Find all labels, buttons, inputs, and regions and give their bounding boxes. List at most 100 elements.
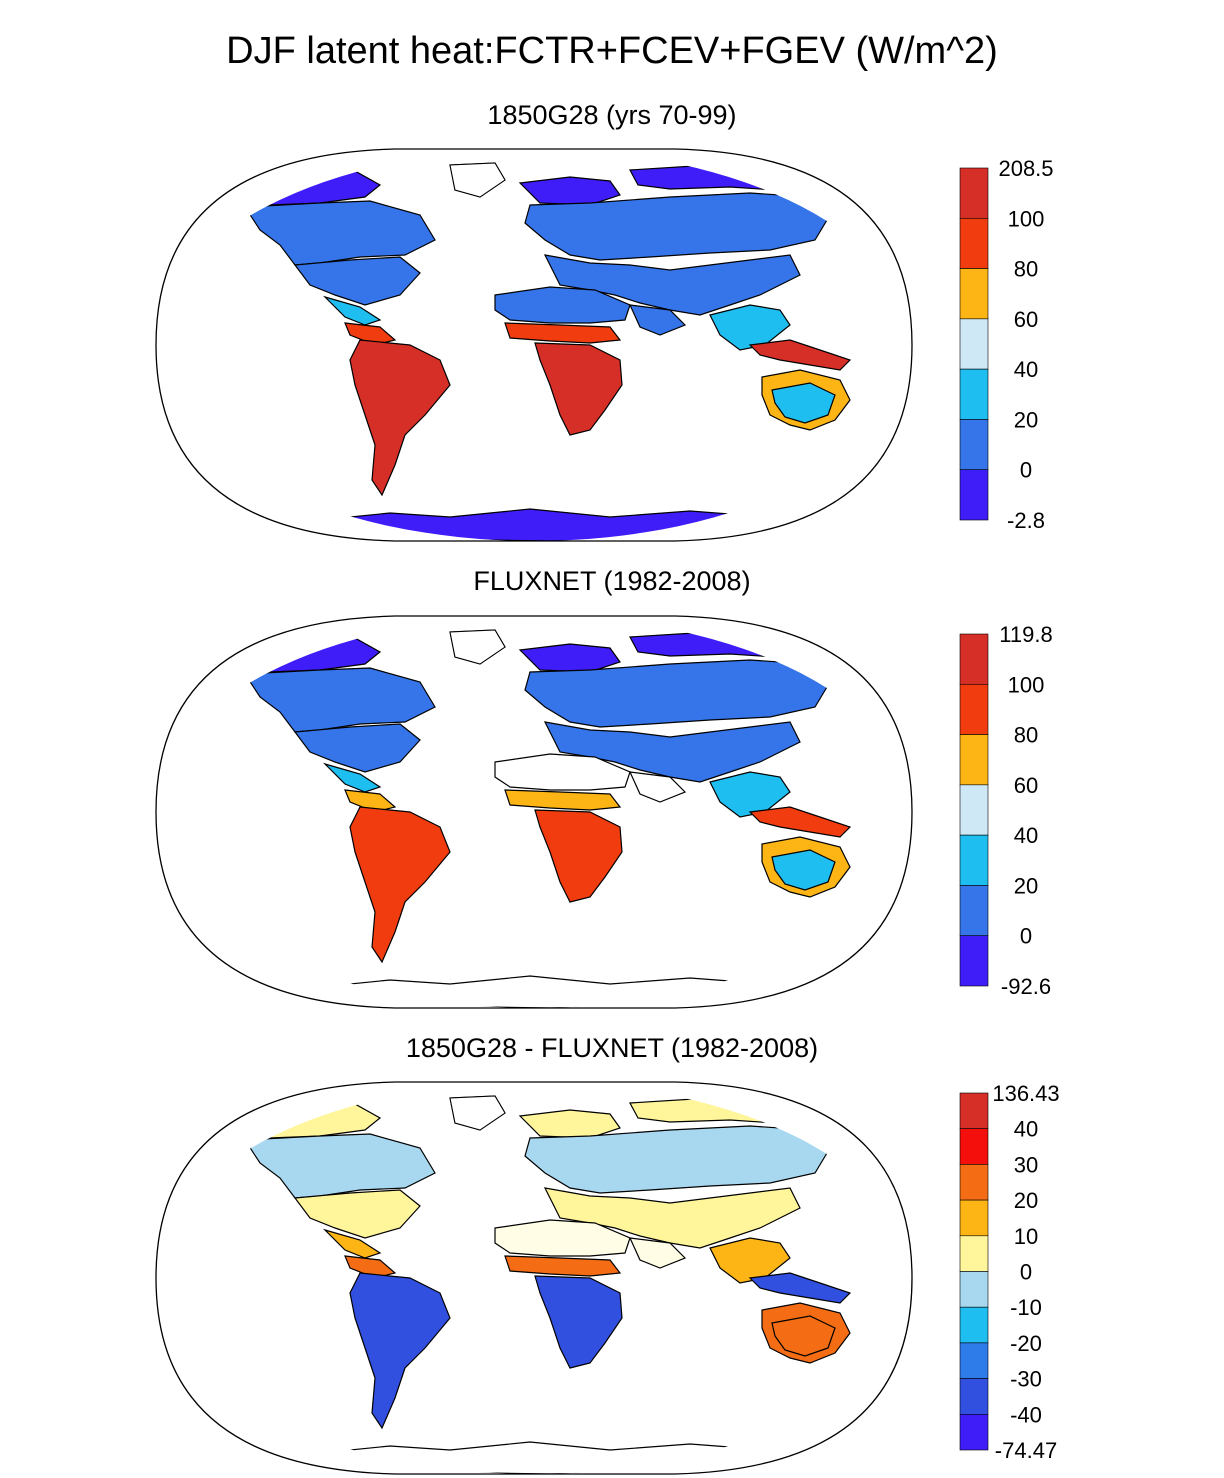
land-region-midlat	[543, 1187, 801, 1249]
panel-title: 1850G28 (yrs 70-99)	[487, 100, 737, 130]
land-region-boreal	[243, 1133, 436, 1199]
land-region-boreal	[524, 192, 831, 261]
land-region-midlat	[293, 723, 421, 773]
colorbar-tick-label: 80	[1014, 723, 1038, 748]
land-region-polar	[629, 164, 812, 192]
land-region-tropic	[349, 806, 451, 964]
colorbar-segment	[959, 1235, 989, 1272]
colorbar-tick-label: 119.8	[999, 622, 1052, 647]
figure-title: DJF latent heat:FCTR+FCEV+FGEV (W/m^2)	[226, 30, 998, 72]
colorbar-segment	[959, 885, 989, 937]
land-region-boreal	[243, 667, 436, 733]
land-region-subtrop	[322, 762, 382, 793]
colorbar-segment	[959, 1306, 989, 1344]
land-region-midlat	[293, 1189, 421, 1239]
land-region-desert	[629, 1237, 687, 1269]
land-region-tropic	[748, 1272, 852, 1304]
colorbar-segment	[959, 469, 989, 521]
land-region-tropic	[534, 1275, 623, 1369]
colorbar-tick-label: -2.8	[1007, 508, 1045, 533]
land-region-tropic	[349, 339, 451, 497]
land-region-polar	[518, 643, 621, 673]
colorbar-segment	[959, 1413, 989, 1451]
colorbar-tick-label: 0	[1020, 458, 1032, 483]
colorbar-tick-label: 40	[1014, 823, 1038, 848]
colorbar-segment	[959, 1271, 989, 1308]
land-region-polar	[629, 1097, 812, 1125]
land-region-tropic	[534, 342, 623, 436]
colorbar-tick-label: 10	[1014, 1224, 1038, 1249]
land-region-subtrop	[322, 1228, 382, 1259]
land-region-midlat	[293, 256, 421, 306]
colorbar-segment	[959, 935, 989, 987]
land-region-polar	[518, 1109, 621, 1139]
land-region-subtrop	[709, 1237, 791, 1284]
land-region-midlat	[543, 721, 801, 783]
land-region-subtrop	[322, 295, 382, 326]
colorbar-tick-label: 20	[1014, 1188, 1038, 1213]
land-region-desert	[629, 771, 687, 803]
land-region-boreal	[243, 200, 436, 266]
greenland-outline	[449, 629, 506, 665]
land-region-boreal	[524, 659, 831, 728]
land-region-tropic_edge	[504, 322, 622, 344]
colorbar-segment	[959, 1342, 989, 1379]
colorbar-tick-label: 136.43	[992, 1081, 1059, 1106]
map-frame	[155, 148, 913, 542]
land-region-tropic	[748, 806, 852, 838]
colorbar-tick-label: 30	[1014, 1152, 1038, 1177]
colorbar-segment	[959, 1199, 989, 1237]
colorbar-segment	[959, 784, 989, 836]
land-region-desert	[494, 1219, 631, 1257]
colorbar-difference: 136.43 40 30 20 10 0 -10 -20 -30 -40 -74.47	[959, 1081, 1060, 1463]
colorbar-segment	[959, 318, 989, 370]
colorbar-tick-label: -30	[1010, 1367, 1042, 1392]
colorbar-tick-label: 80	[1014, 257, 1038, 282]
colorbar-tick-label: 20	[1014, 873, 1038, 898]
land-region-subtrop	[709, 771, 791, 818]
land-region-desert	[629, 304, 687, 336]
colorbar-segment	[959, 1378, 989, 1415]
colorbar-tick-label: 20	[1014, 407, 1038, 432]
map-frame	[155, 615, 913, 1009]
land-region-desert	[494, 286, 631, 324]
colorbar-tick-label: -40	[1010, 1402, 1042, 1427]
land-region-boreal	[524, 1125, 831, 1194]
colorbar-segment	[959, 167, 989, 219]
panel-title: FLUXNET (1982-2008)	[473, 566, 751, 596]
greenland-outline	[449, 1095, 506, 1131]
greenland-outline	[449, 162, 506, 198]
colorbar-model: 208.5 100 80 60 40 20 0 -2.8	[959, 156, 1054, 533]
colorbar-segment	[959, 1128, 989, 1165]
colorbar-tick-label: 208.5	[998, 156, 1053, 181]
colorbar-tick-label: 40	[1014, 1117, 1038, 1142]
colorbar-segment	[959, 1092, 989, 1130]
colorbar-tick-label: -20	[1010, 1331, 1042, 1356]
colorbar-segment	[959, 834, 989, 886]
land-region-desert	[494, 753, 631, 791]
land-region-tropic	[349, 1272, 451, 1430]
land-region-polar	[629, 631, 812, 659]
world-map-model	[155, 148, 913, 542]
colorbar-tick-label: 40	[1014, 357, 1038, 382]
land-region-australia	[771, 849, 836, 891]
colorbar-fluxnet: 119.8 100 80 60 40 20 0 -92.6	[959, 622, 1053, 999]
colorbar-tick-label: 60	[1014, 773, 1038, 798]
land-region-tropic	[534, 809, 623, 903]
colorbar-segment	[959, 683, 989, 735]
colorbar-tick-label: 0	[1020, 924, 1032, 949]
colorbar-segment	[959, 217, 989, 269]
land-region-midlat	[543, 254, 801, 316]
land-region-tropic_edge	[504, 789, 622, 811]
land-region-australia	[771, 382, 836, 424]
land-region-australia	[771, 1315, 836, 1357]
colorbar-tick-label: -92.6	[1001, 974, 1051, 999]
colorbar-tick-label: 0	[1020, 1260, 1032, 1285]
colorbar-tick-label: 100	[1008, 672, 1045, 697]
colorbar-segment	[959, 268, 989, 320]
colorbar-segment	[959, 734, 989, 786]
colorbar-tick-label: -10	[1010, 1295, 1042, 1320]
colorbar-segment	[959, 1164, 989, 1201]
colorbar-segment	[959, 368, 989, 420]
colorbar-segment	[959, 633, 989, 685]
